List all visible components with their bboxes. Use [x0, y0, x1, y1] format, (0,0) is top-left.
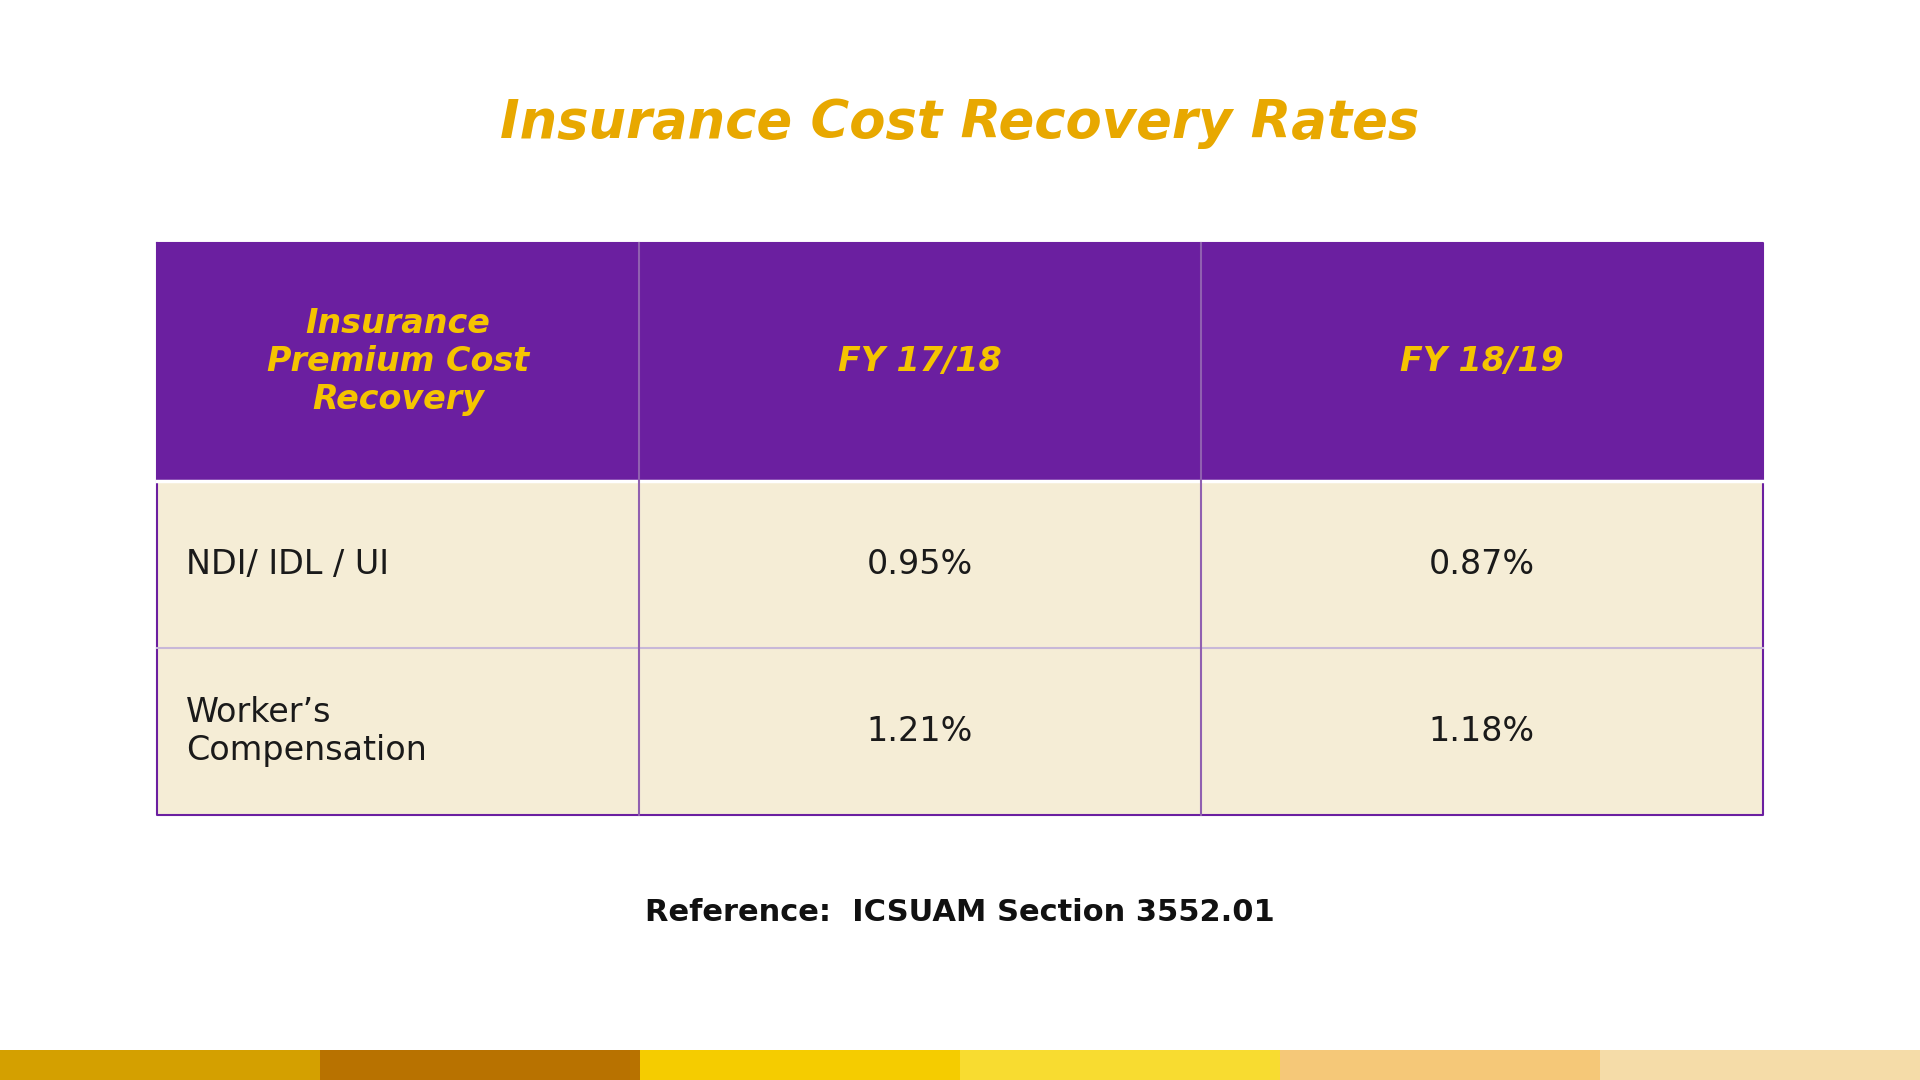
Bar	[321, 1050, 639, 1080]
Text: Insurance
Premium Cost
Recovery: Insurance Premium Cost Recovery	[267, 307, 530, 417]
Bar	[1200, 481, 1763, 648]
Bar	[1200, 648, 1763, 815]
Bar	[639, 243, 1200, 481]
Bar	[157, 481, 639, 648]
Text: Insurance Cost Recovery Rates: Insurance Cost Recovery Rates	[501, 97, 1419, 149]
Text: 0.95%: 0.95%	[866, 548, 973, 581]
Bar	[157, 648, 639, 815]
Bar	[1281, 1050, 1599, 1080]
Text: FY 18/19: FY 18/19	[1400, 346, 1563, 378]
Text: Worker’s
Compensation: Worker’s Compensation	[186, 697, 426, 767]
Text: Reference:  ICSUAM Section 3552.01: Reference: ICSUAM Section 3552.01	[645, 899, 1275, 927]
Text: 1.18%: 1.18%	[1428, 715, 1534, 748]
Text: 0.87%: 0.87%	[1428, 548, 1534, 581]
Bar	[0, 1050, 321, 1080]
Bar	[960, 1050, 1281, 1080]
Text: FY 17/18: FY 17/18	[837, 346, 1002, 378]
Bar	[157, 243, 639, 481]
Bar	[1200, 243, 1763, 481]
Bar	[1599, 1050, 1920, 1080]
Bar	[639, 648, 1200, 815]
Bar	[639, 1050, 960, 1080]
Text: NDI/ IDL / UI: NDI/ IDL / UI	[186, 548, 390, 581]
Bar	[639, 481, 1200, 648]
Text: 1.21%: 1.21%	[866, 715, 973, 748]
